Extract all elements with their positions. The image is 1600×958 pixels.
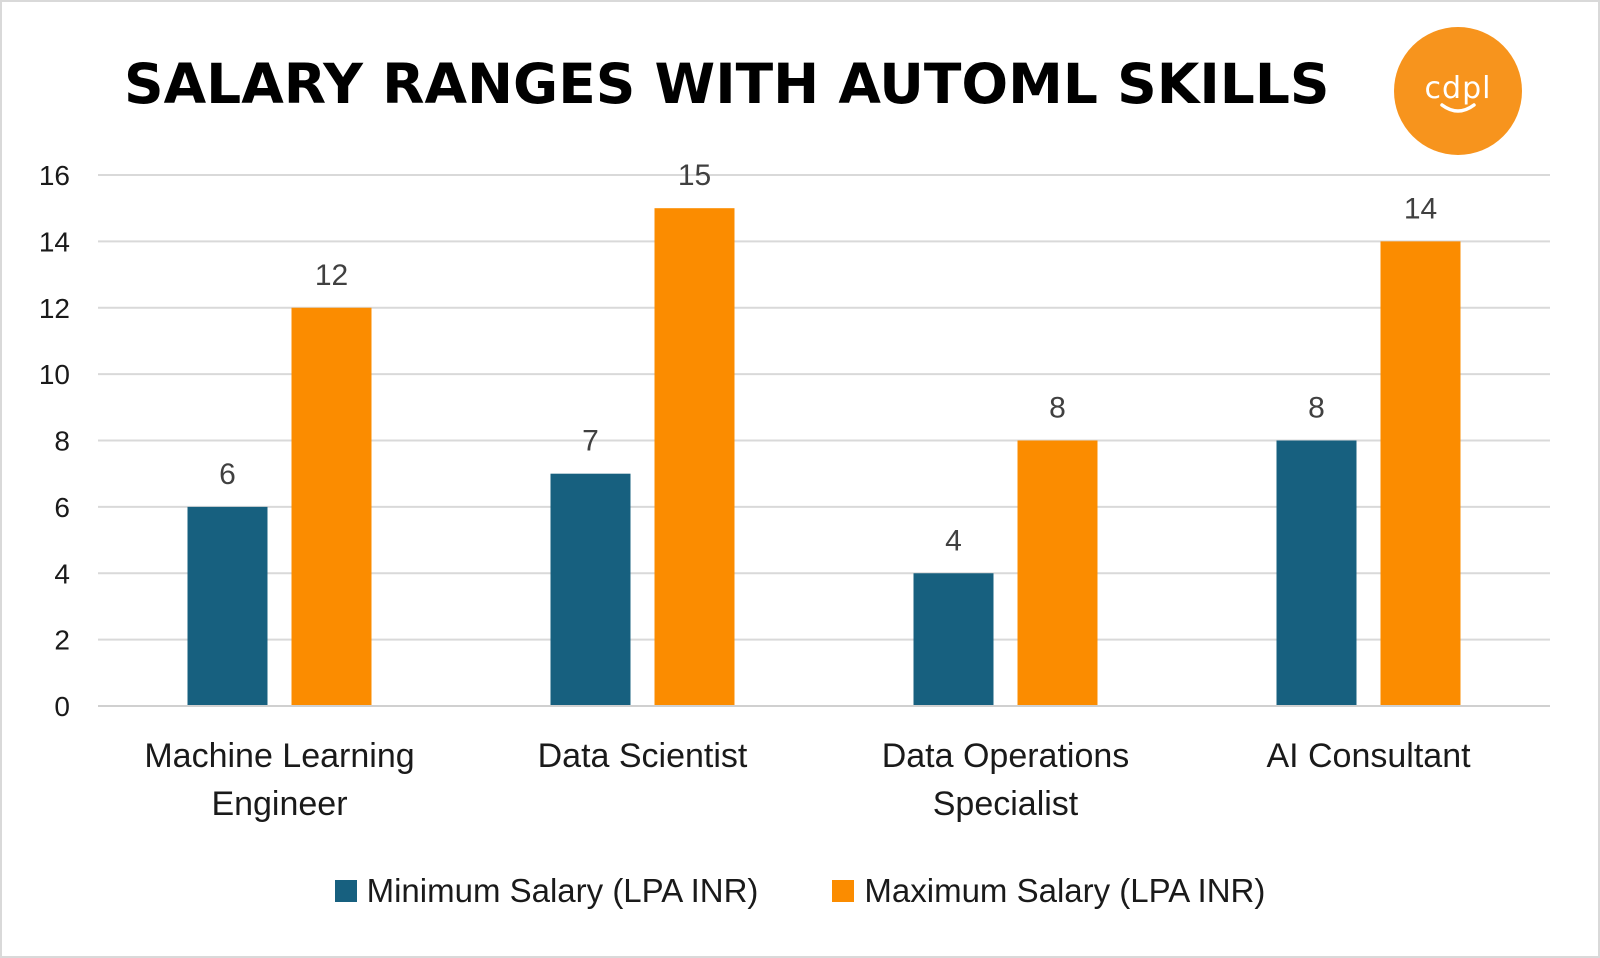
- y-tick-label: 10: [39, 359, 70, 390]
- bar-minimum: [913, 573, 994, 706]
- x-category-label: Machine Learning: [144, 737, 414, 775]
- legend-swatch-minimum: [334, 880, 357, 902]
- bar-minimum: [1276, 440, 1357, 706]
- data-label: 4: [945, 524, 962, 557]
- y-tick-label: 12: [39, 293, 70, 324]
- y-tick-label: 16: [39, 160, 70, 191]
- y-tick-label: 0: [54, 691, 70, 722]
- bar-maximum: [654, 208, 735, 706]
- legend: Minimum Salary (LPA INR) Maximum Salary …: [0, 872, 1600, 910]
- y-tick-label: 4: [54, 558, 70, 589]
- x-category-label: Data Scientist: [538, 737, 748, 775]
- legend-item-maximum: Maximum Salary (LPA INR): [832, 872, 1265, 910]
- smile-icon: [1440, 103, 1476, 113]
- y-tick-label: 2: [54, 625, 70, 656]
- cdpl-logo: cdpl: [1394, 27, 1522, 155]
- bar-maximum: [1017, 440, 1098, 706]
- bar-maximum: [1380, 241, 1461, 706]
- data-label: 14: [1404, 192, 1437, 225]
- y-tick-label: 14: [39, 226, 70, 257]
- legend-label-maximum: Maximum Salary (LPA INR): [864, 872, 1266, 909]
- data-label: 8: [1308, 392, 1325, 425]
- bar-minimum: [550, 473, 631, 706]
- legend-label-minimum: Minimum Salary (LPA INR): [366, 872, 759, 909]
- data-label: 7: [582, 425, 599, 458]
- chart-title: SALARY RANGES WITH AUTOML SKILLS: [124, 52, 1330, 116]
- x-category-label: Specialist: [933, 785, 1079, 823]
- bar-maximum: [291, 307, 372, 706]
- bar-minimum: [187, 506, 268, 706]
- logo-text: cdpl: [1424, 71, 1492, 106]
- data-label: 15: [678, 159, 711, 192]
- data-label: 12: [315, 259, 348, 292]
- y-tick-label: 8: [54, 426, 70, 457]
- y-tick-label: 6: [54, 492, 70, 523]
- x-category-label: Engineer: [211, 785, 347, 823]
- x-category-label: AI Consultant: [1266, 737, 1471, 775]
- legend-swatch-maximum: [832, 880, 855, 902]
- x-category-label: Data Operations: [882, 737, 1130, 775]
- data-label: 6: [219, 458, 236, 491]
- data-label: 8: [1049, 392, 1066, 425]
- legend-item-minimum: Minimum Salary (LPA INR): [334, 872, 759, 910]
